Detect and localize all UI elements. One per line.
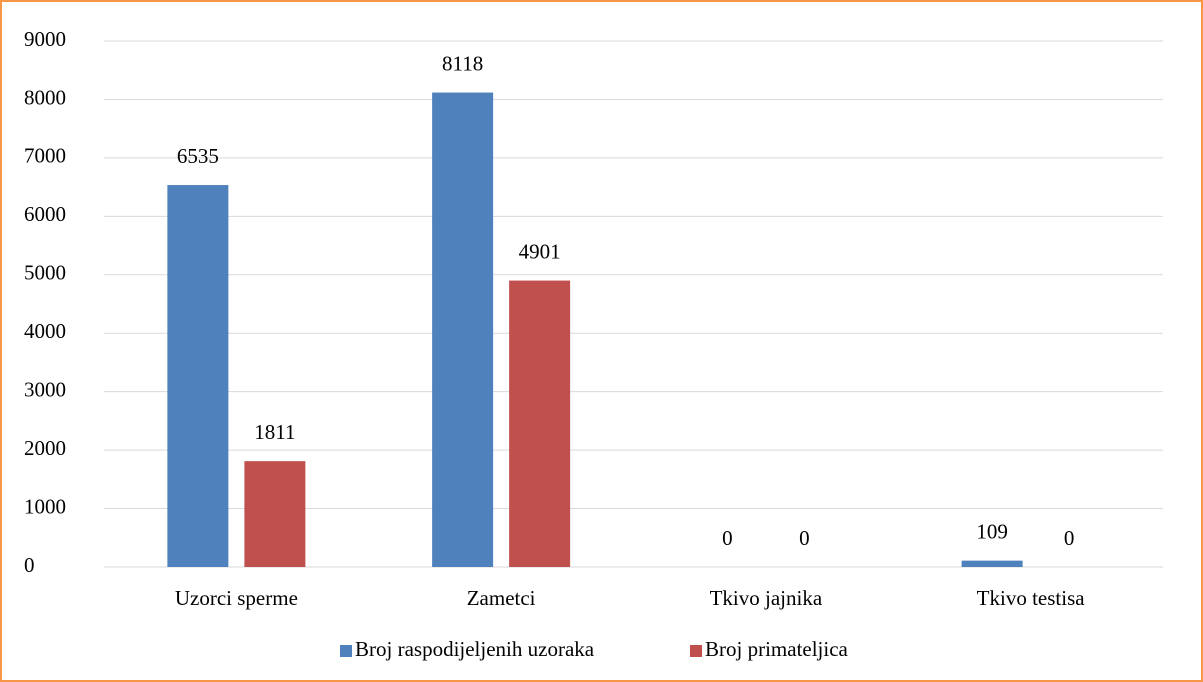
data-label: 8118 — [442, 51, 483, 75]
data-label: 6535 — [177, 144, 219, 168]
data-label: 1811 — [254, 420, 295, 444]
legend-swatch — [340, 645, 352, 657]
bar — [961, 560, 1023, 567]
bar — [432, 92, 494, 567]
y-tick-label: 8000 — [24, 85, 66, 109]
legend-label: Broj raspodijeljenih uzoraka — [355, 637, 595, 661]
y-tick-label: 7000 — [24, 144, 66, 168]
data-label: 0 — [1064, 526, 1075, 550]
x-tick-label: Tkivo testisa — [977, 586, 1086, 610]
y-tick-label: 0 — [24, 553, 35, 577]
data-label: 109 — [976, 519, 1008, 543]
y-tick-label: 3000 — [24, 377, 66, 401]
x-tick-label: Uzorci sperme — [175, 586, 298, 610]
bar — [244, 461, 306, 567]
legend-label: Broj primateljica — [705, 637, 849, 661]
x-tick-label: Tkivo jajnika — [710, 586, 823, 610]
data-label: 0 — [722, 526, 733, 550]
y-tick-label: 4000 — [24, 319, 66, 343]
y-tick-label: 2000 — [24, 436, 66, 460]
y-tick-label: 5000 — [24, 261, 66, 285]
data-label: 0 — [799, 526, 810, 550]
bar — [167, 185, 229, 567]
legend-swatch — [690, 645, 702, 657]
x-tick-label: Zametci — [467, 586, 536, 610]
bar — [509, 280, 571, 567]
y-tick-label: 6000 — [24, 202, 66, 226]
y-tick-label: 9000 — [24, 27, 66, 51]
y-tick-label: 1000 — [24, 494, 66, 518]
data-label: 4901 — [519, 239, 561, 263]
